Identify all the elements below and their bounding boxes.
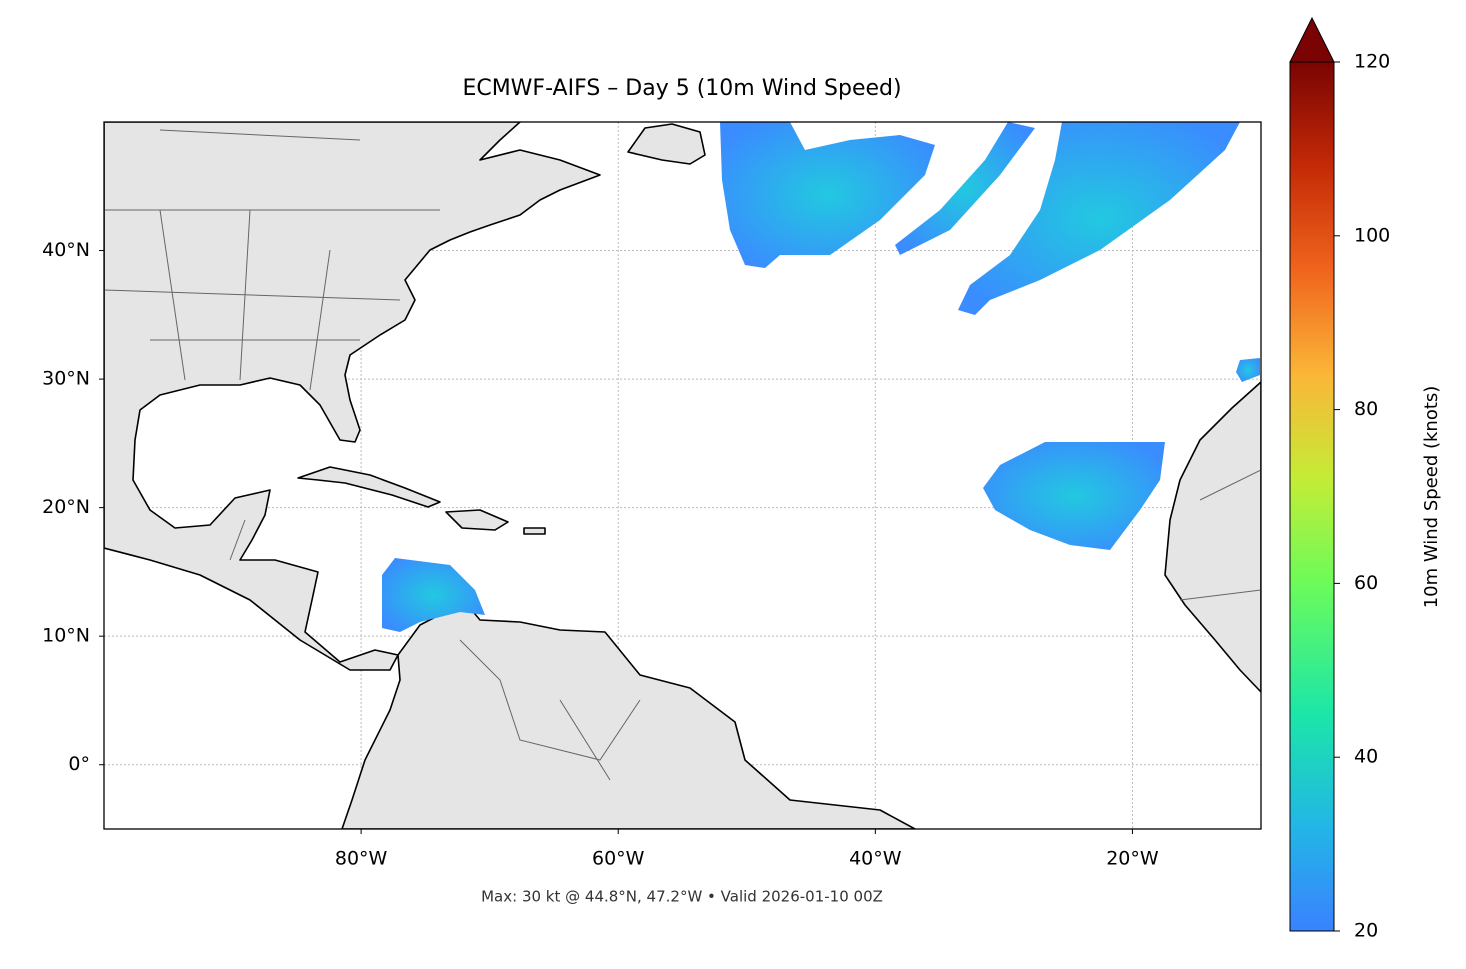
y-tick-label: 20°N [42,496,90,518]
newfoundland [627,123,706,165]
colorbar-tick-label: 80 [1354,398,1378,420]
wind-area [958,122,1240,315]
colorbar-label: 10m Wind Speed (knots) [1421,386,1442,609]
africa [1164,381,1261,693]
x-tick-label: 40°W [849,848,902,870]
x-tick-label: 60°W [592,848,645,870]
colorbar-tick-label: 120 [1354,51,1390,73]
y-tick-label: 40°N [42,239,90,261]
wind-area [983,442,1165,550]
sa-borders [459,469,1261,781]
x-tick-label: 20°W [1106,848,1159,870]
hispaniola [445,509,509,531]
colorbar [1289,61,1335,932]
wind-area [720,122,935,268]
chart-title: ECMWF-AIFS – Day 5 (10m Wind Speed) [462,76,901,101]
wind-area [382,558,485,632]
x-tick-label: 80°W [335,848,388,870]
north-central-america [104,122,601,671]
wind-area [1236,358,1260,382]
wind-area [895,122,1035,255]
footer-note: Max: 30 kt @ 44.8°N, 47.2°W • Valid 2026… [481,888,883,906]
map-frame [103,121,1262,830]
map-layers [104,122,1261,829]
us-borders [104,129,440,561]
colorbar-tick-label: 40 [1354,746,1378,768]
colorbar-tick-label: 60 [1354,572,1378,594]
y-tick-label: 30°N [42,368,90,390]
y-tick-label: 10°N [42,625,90,647]
colorbar-tick-label: 20 [1354,920,1378,942]
puerto-rico [523,527,546,535]
colorbar-tick-label: 100 [1354,224,1390,246]
y-tick-label: 0° [68,753,90,775]
cuba [297,466,441,508]
colorbar-extension [1289,16,1335,63]
